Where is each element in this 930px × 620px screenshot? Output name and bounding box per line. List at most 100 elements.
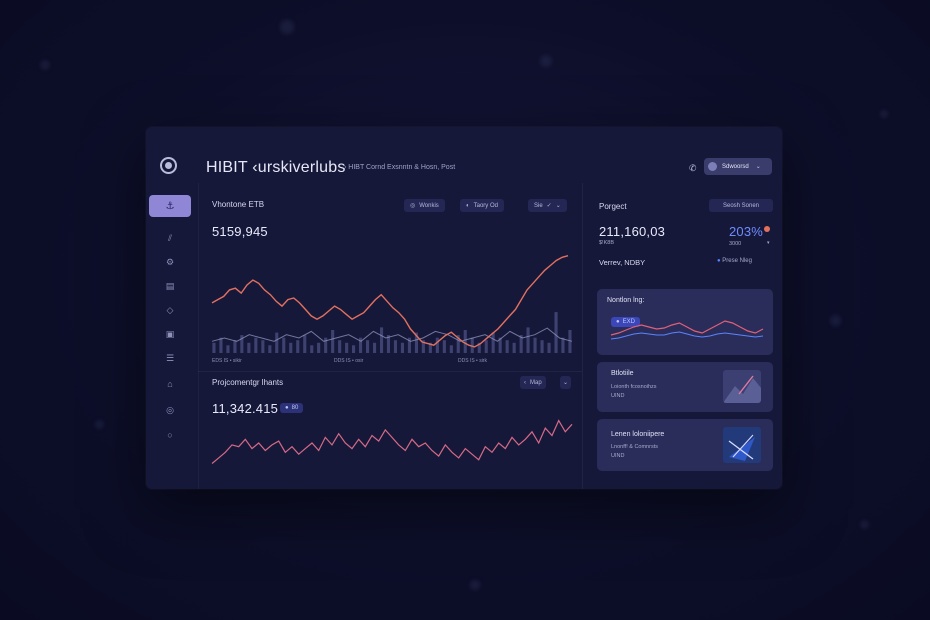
project-meta: Verrev, NDBY bbox=[599, 258, 646, 267]
search-scan-button[interactable]: Seosh Sonen bbox=[709, 199, 773, 212]
volume-bar bbox=[359, 337, 363, 353]
divider bbox=[198, 371, 582, 372]
volume-bar bbox=[212, 342, 216, 353]
sidebar-item-list[interactable]: ☰ bbox=[163, 351, 177, 365]
volume-bar bbox=[512, 342, 516, 353]
top-panel-title: Vhontone ETB bbox=[212, 200, 265, 209]
filter-icon: ⫽ bbox=[167, 232, 172, 243]
volume-bar bbox=[400, 342, 404, 353]
volume-bar bbox=[233, 340, 237, 353]
logo-icon bbox=[160, 157, 177, 174]
mountain-thumbnail bbox=[723, 370, 761, 403]
check-icon: ✓ bbox=[546, 203, 552, 209]
volume-bar bbox=[303, 335, 307, 353]
card-title: Nontlon lng: bbox=[607, 297, 645, 304]
volume-bar bbox=[533, 337, 537, 353]
volume-bar bbox=[324, 337, 328, 353]
sidebar-item-home[interactable]: ⌂ bbox=[163, 377, 177, 391]
filter-chip-2[interactable]: ◐ Taory Od bbox=[460, 199, 504, 212]
sidebar-item-settings[interactable]: ○ bbox=[163, 428, 177, 442]
value-badge[interactable]: ● 80 bbox=[280, 403, 304, 413]
background-bokeh bbox=[470, 580, 480, 590]
volume-bar bbox=[470, 337, 474, 353]
project-percent-sub: 3000 bbox=[729, 241, 742, 247]
volume-bar bbox=[554, 312, 558, 353]
volume-bar bbox=[254, 337, 258, 353]
caret-down-icon: ▾ bbox=[767, 240, 770, 246]
account-button[interactable]: Sdwoorsd ⌄ bbox=[704, 158, 772, 175]
bottom-panel-value: 11,342.415 bbox=[212, 401, 279, 416]
filter-chip-1[interactable]: ◎ Wonkis bbox=[404, 199, 445, 212]
folder-icon: ▣ bbox=[165, 328, 175, 339]
volume-bar bbox=[373, 342, 377, 353]
projection-series-line bbox=[211, 419, 573, 464]
alert-dot-icon bbox=[764, 226, 770, 232]
grid-icon: ▤ bbox=[165, 280, 175, 291]
right-panel: Porgect Seosh Sonen 211,160,03 $!K8B 203… bbox=[582, 183, 782, 489]
card-learn[interactable]: Lenen loloniipere Lnonff! & Comnrsts UIN… bbox=[597, 419, 773, 471]
background-bokeh bbox=[95, 420, 104, 429]
card-stabilize[interactable]: Btlotiile Loionth fcosnoihzs UIND bbox=[597, 362, 773, 412]
home-icon: ⌂ bbox=[167, 379, 173, 389]
mountain-icon bbox=[723, 375, 761, 403]
filter-chip-3[interactable]: Sie ✓ ⌄ bbox=[528, 199, 567, 212]
chevron-down-icon: ⌄ bbox=[555, 203, 561, 209]
sidebar-item-anchor[interactable]: ⚓ bbox=[149, 195, 191, 217]
volume-bar bbox=[352, 345, 356, 353]
card-badge: ● EXD bbox=[611, 317, 640, 327]
header: HIBIT ‹urskiverlubs › HIBT Cornd Exsnntn… bbox=[146, 127, 782, 183]
sidebar: ⚓ ⫽ ⚙ ▤ ◇ ▣ ☰ ⌂ ◎ ○ bbox=[146, 183, 199, 489]
price-series-line bbox=[211, 255, 569, 348]
card-monitoring[interactable]: Nontlon lng: ● EXD bbox=[597, 289, 773, 355]
sidebar-item-diamond[interactable]: ◇ bbox=[163, 303, 177, 317]
bottom-panel-title: Projcomentgr lhants bbox=[212, 378, 284, 387]
avatar bbox=[708, 162, 717, 171]
baseline-series-line bbox=[211, 327, 573, 342]
dashboard-window: HIBIT ‹urskiverlubs › HIBT Cornd Exsnntn… bbox=[146, 127, 782, 489]
axis-label: DDS IS • osir bbox=[334, 358, 364, 364]
settings-icon: ○ bbox=[167, 430, 173, 440]
sidebar-item-folder[interactable]: ▣ bbox=[163, 327, 177, 341]
volume-bar bbox=[296, 340, 300, 353]
background-bokeh bbox=[280, 20, 294, 34]
bottom-line-chart bbox=[211, 419, 573, 464]
gear-icon: ⚙ bbox=[165, 256, 175, 267]
volume-bar bbox=[449, 345, 453, 353]
volume-bar bbox=[380, 327, 384, 353]
project-title: Porgect bbox=[599, 202, 627, 211]
map-expand-button[interactable]: ⌄ bbox=[560, 376, 572, 389]
volume-bar bbox=[338, 340, 342, 353]
background-bokeh bbox=[880, 110, 888, 118]
card-title: Btlotiile bbox=[611, 370, 634, 377]
volume-bar bbox=[268, 345, 272, 353]
volume-bar bbox=[568, 330, 572, 353]
phone-icon[interactable]: ✆ bbox=[689, 163, 697, 173]
volume-bar bbox=[561, 337, 565, 353]
card-line-chart bbox=[610, 320, 764, 340]
volume-bar bbox=[310, 345, 314, 353]
project-meta-right[interactable]: ● Prese Nleg bbox=[717, 258, 752, 264]
volume-bar bbox=[240, 335, 244, 353]
sidebar-item-grid[interactable]: ▤ bbox=[163, 279, 177, 293]
volume-bar bbox=[317, 342, 321, 353]
background-bokeh bbox=[860, 520, 869, 529]
sidebar-item-filter[interactable]: ⫽ bbox=[163, 231, 177, 245]
sidebar-item-globe[interactable]: ◎ bbox=[163, 403, 177, 417]
card-line2: UIND bbox=[611, 393, 625, 399]
volume-bar bbox=[547, 342, 551, 353]
volume-bar bbox=[442, 340, 446, 353]
breadcrumb[interactable]: › HIBT Cornd Exsnntn & Hosn, Post bbox=[344, 164, 456, 171]
volume-bar bbox=[366, 340, 370, 353]
sidebar-item-gear[interactable]: ⚙ bbox=[163, 255, 177, 269]
background-bokeh bbox=[40, 60, 50, 70]
volume-bar bbox=[421, 340, 425, 353]
project-percent: 203% bbox=[729, 224, 764, 239]
dot-icon: ● bbox=[285, 405, 289, 411]
arrow-thumbnail bbox=[723, 427, 761, 463]
volume-bar bbox=[414, 332, 418, 353]
map-toggle[interactable]: ‹ Map bbox=[520, 376, 546, 389]
clock-icon: ◎ bbox=[410, 203, 416, 209]
card-series-line-red bbox=[610, 320, 764, 336]
volume-bar bbox=[393, 340, 397, 353]
card-line2: UIND bbox=[611, 453, 625, 459]
